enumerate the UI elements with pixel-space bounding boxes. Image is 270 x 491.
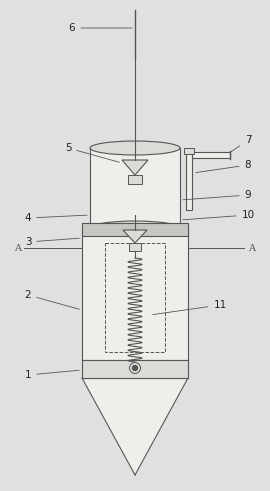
Text: 8: 8 [196, 160, 251, 173]
Text: 10: 10 [183, 210, 255, 220]
Bar [90, 148, 180, 228]
Bar [132, 244, 138, 249]
Bar [184, 148, 194, 154]
Text: 7: 7 [230, 135, 251, 152]
Text: 11: 11 [153, 300, 227, 315]
Bar [186, 152, 192, 210]
Text: 3: 3 [25, 237, 79, 247]
Bar [82, 223, 188, 236]
Text: 5: 5 [65, 143, 119, 162]
Text: 2: 2 [25, 290, 79, 309]
Text: A: A [15, 244, 22, 252]
Polygon shape [82, 378, 188, 475]
Text: 6: 6 [69, 23, 132, 33]
Bar [82, 360, 188, 378]
Text: 9: 9 [183, 190, 251, 200]
Bar [129, 243, 141, 251]
Text: A: A [248, 244, 255, 252]
Bar [105, 243, 165, 352]
Circle shape [133, 365, 137, 371]
Ellipse shape [90, 221, 180, 235]
Bar [192, 152, 230, 158]
Text: 1: 1 [25, 370, 79, 380]
Bar [82, 228, 188, 360]
Polygon shape [123, 230, 147, 243]
Ellipse shape [90, 141, 180, 155]
Polygon shape [122, 160, 148, 175]
Bar [128, 175, 142, 184]
Text: 4: 4 [25, 213, 87, 223]
